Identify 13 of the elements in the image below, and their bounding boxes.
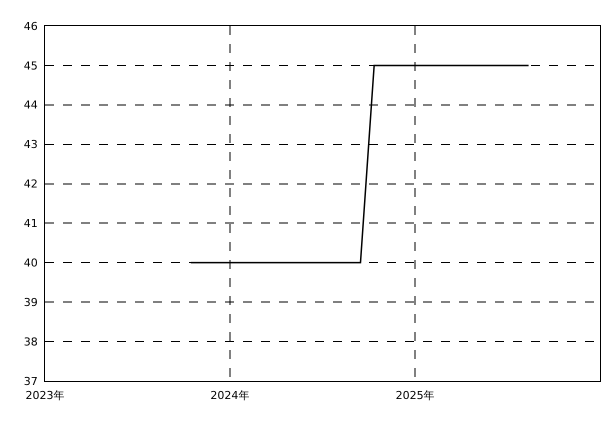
x-tick-label: 2025年 [396, 389, 435, 402]
y-tick-label: 38 [24, 335, 38, 348]
y-tick-label: 37 [24, 374, 38, 388]
x-tick-label: 2024年 [210, 389, 250, 402]
y-tick-label: 43 [24, 138, 38, 152]
y-tick-label: 42 [24, 178, 38, 191]
y-tick-label: 41 [24, 217, 38, 230]
y-tick-label: 45 [24, 59, 38, 72]
y-tick-label: 44 [24, 98, 38, 112]
y-tick-label: 39 [24, 296, 38, 309]
y-tick-label: 46 [24, 20, 38, 33]
y-tick-label: 40 [24, 256, 38, 270]
x-tick-label: 2023年 [26, 389, 64, 402]
